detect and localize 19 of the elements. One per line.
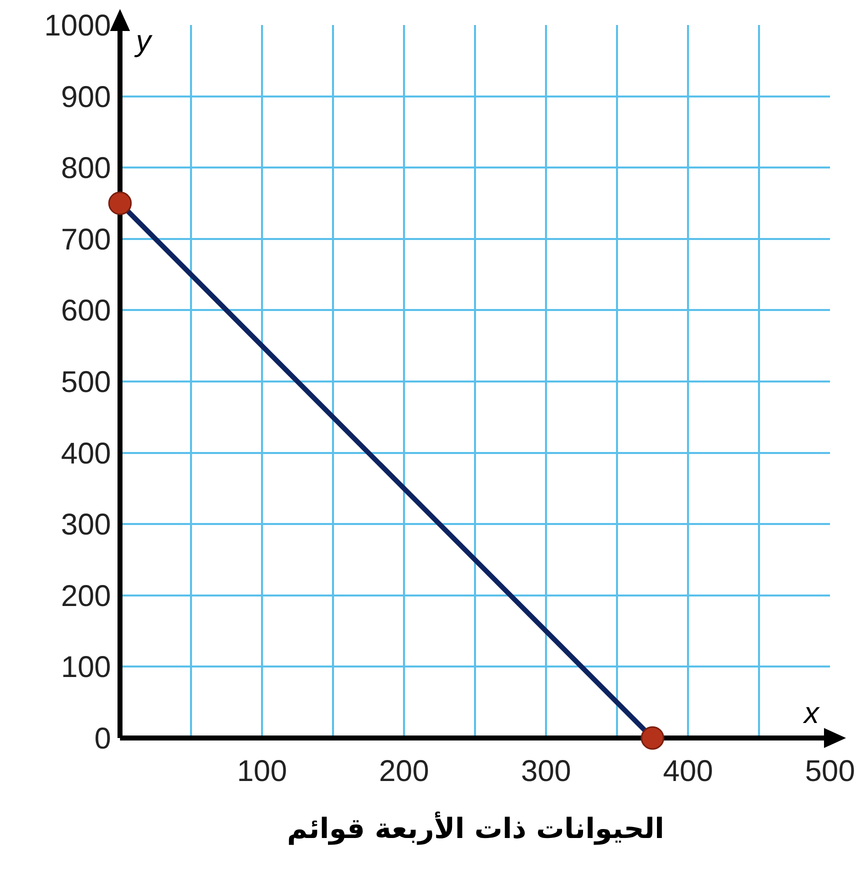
text: الحيوانات ذات الأربعة قوائم [287, 811, 664, 845]
x-tick-label: 500 [804, 755, 856, 788]
y-tick-label: 700 [60, 223, 111, 256]
y-tick-label: 600 [60, 294, 111, 328]
x-tick-label: 200 [378, 755, 430, 788]
y-axis-title: y [134, 25, 153, 58]
y-tick-label: 900 [60, 80, 111, 114]
y-tick-label: 100 [60, 651, 111, 684]
y-tick-label: 0 [94, 722, 111, 756]
x-tick-label: 300 [520, 755, 572, 788]
x-axis-title: x [802, 697, 820, 730]
x-tick-label: 400 [662, 755, 714, 788]
y-tick-label: 400 [60, 437, 111, 470]
y-tick-label: 300 [60, 508, 111, 542]
y-tick-label: 500 [60, 366, 111, 399]
x-tick-label: 100 [236, 755, 288, 788]
y-tick-label: 200 [60, 580, 111, 613]
y-tick-label: 800 [60, 152, 111, 186]
y-tick-label: 1000 [44, 10, 111, 42]
